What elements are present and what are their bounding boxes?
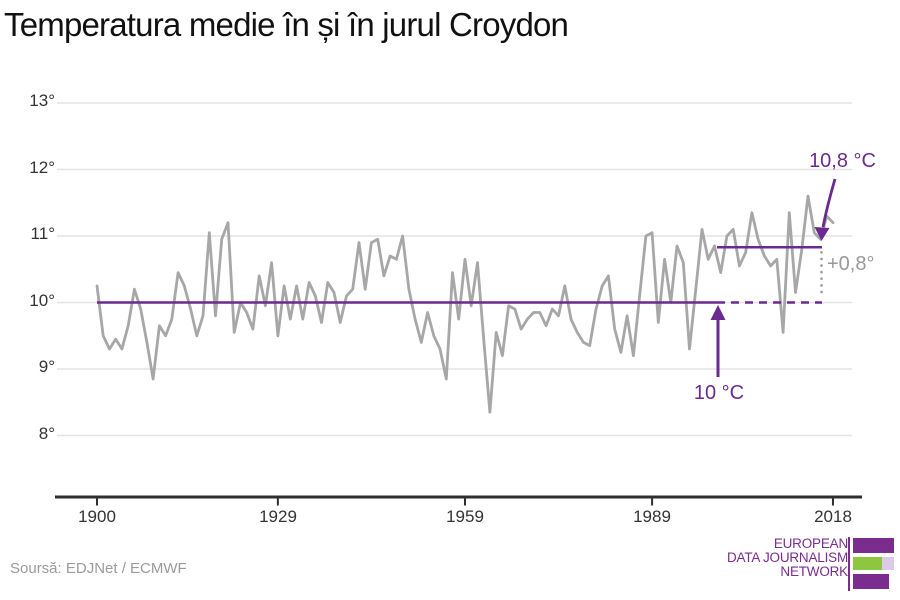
logo-line-european: EUROPEAN <box>773 536 848 551</box>
logo-bar-bottom <box>853 574 889 589</box>
x-tick-1989: 1989 <box>633 507 671 526</box>
recent-mean-arrow-icon <box>814 178 837 241</box>
logo-bar-middle-green <box>853 557 882 570</box>
source-credit: Soursă: EDJNet / ECMWF <box>10 560 187 577</box>
y-tick-10: 10° <box>29 291 55 310</box>
logo-line-data-journalism: DATA JOURNALISM <box>726 550 848 565</box>
y-tick-11: 11° <box>30 224 55 243</box>
x-axis-ticks <box>96 497 834 506</box>
x-tick-1900: 1900 <box>78 507 116 526</box>
x-tick-1929: 1929 <box>259 507 297 526</box>
logo-divider <box>848 537 850 591</box>
baseline-arrow-icon <box>710 305 726 377</box>
x-tick-2018: 2018 <box>814 507 852 526</box>
temperature-series-line <box>95 194 835 414</box>
y-tick-8: 8° <box>38 424 55 443</box>
recent-mean-label: 10,8 °C <box>809 150 876 172</box>
y-tick-9: 9° <box>38 357 55 376</box>
edjnet-logo: EUROPEAN DATA JOURNALISM NETWORK <box>680 533 900 595</box>
page-title: Temperatura medie în și în jurul Croydon <box>4 6 569 43</box>
logo-line-network: NETWORK <box>780 564 848 579</box>
delta-label: +0,8° <box>827 253 875 275</box>
logo-bar-top <box>853 538 894 553</box>
y-tick-12: 12° <box>29 158 55 177</box>
x-tick-1959: 1959 <box>446 507 484 526</box>
baseline-label: 10 °C <box>693 382 745 404</box>
y-tick-13: 13° <box>29 91 55 110</box>
